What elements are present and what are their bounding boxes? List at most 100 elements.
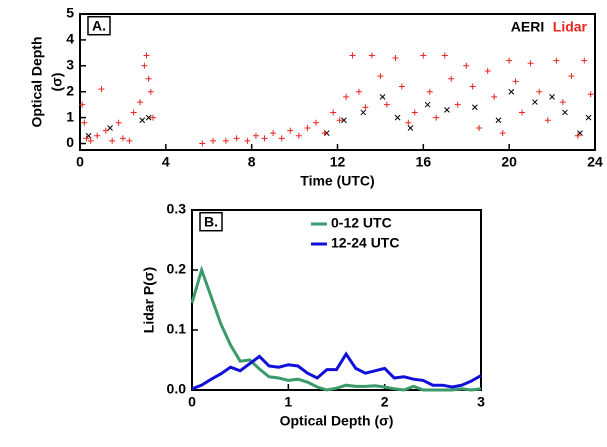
data-point	[405, 119, 412, 126]
data-point	[424, 101, 431, 108]
data-point	[448, 75, 455, 82]
y-axis-label: Optical Depth	[29, 36, 45, 127]
data-point	[549, 94, 555, 100]
data-point	[81, 119, 88, 126]
data-point	[433, 114, 440, 121]
data-point	[463, 62, 470, 69]
x-tick-label: 1	[284, 394, 292, 410]
data-point	[519, 109, 526, 116]
data-point	[330, 109, 337, 116]
data-point	[581, 57, 588, 64]
x-tick-label: 8	[248, 154, 256, 170]
data-point	[444, 106, 450, 113]
data-line	[190, 265, 482, 392]
y-axis-label: Lidar P(σ)	[141, 267, 157, 333]
data-point	[130, 109, 137, 116]
data-point	[392, 55, 399, 62]
x-tick-label: 3	[477, 394, 485, 410]
data-point	[98, 86, 105, 93]
y-tick-label: 0.3	[167, 201, 187, 217]
legend-label: 0-12 UTC	[331, 215, 392, 231]
panel-label: B.	[204, 214, 218, 230]
data-point	[411, 109, 418, 116]
data-point	[341, 117, 347, 124]
data-point	[199, 140, 206, 147]
data-line	[191, 351, 482, 391]
series-0	[85, 88, 592, 139]
data-point	[527, 60, 534, 67]
data-point	[499, 130, 506, 137]
data-point	[585, 114, 592, 121]
data-point	[313, 119, 320, 126]
data-point	[377, 73, 384, 80]
data-point	[407, 125, 414, 131]
data-point	[321, 130, 328, 137]
data-point	[109, 137, 116, 144]
data-point	[379, 94, 386, 100]
x-tick-label: 12	[330, 154, 346, 170]
data-point	[383, 101, 390, 108]
y-tick-label: 3	[66, 57, 74, 73]
data-point	[469, 83, 476, 90]
data-point	[141, 62, 148, 69]
data-point	[476, 124, 483, 131]
data-point	[119, 135, 126, 142]
data-point	[553, 57, 560, 64]
data-point	[87, 137, 94, 144]
data-point	[145, 114, 152, 121]
series-1	[79, 52, 594, 147]
data-point	[261, 135, 268, 142]
data-point	[147, 88, 154, 95]
data-point	[233, 135, 240, 142]
data-point	[559, 99, 566, 106]
x-tick-label: 2	[381, 394, 389, 410]
data-point	[362, 104, 369, 111]
y-tick-label: 4	[66, 31, 74, 47]
data-point	[484, 67, 491, 74]
data-point	[441, 52, 448, 59]
legend-label: 12-24 UTC	[331, 235, 399, 251]
x-tick-label: 16	[416, 154, 432, 170]
data-point	[149, 114, 156, 121]
data-point	[471, 104, 478, 111]
data-point	[278, 135, 285, 142]
data-point	[336, 117, 343, 124]
data-point	[343, 93, 350, 100]
data-point	[83, 135, 90, 142]
data-point	[544, 117, 551, 124]
data-point	[304, 124, 311, 131]
data-point	[398, 83, 405, 90]
x-tick-label: 24	[587, 154, 603, 170]
x-tick-label: 20	[501, 154, 517, 170]
data-point	[536, 88, 543, 95]
y-tick-label: 2	[66, 82, 74, 98]
data-point	[210, 137, 217, 144]
y-tick-label: 0.1	[167, 321, 187, 337]
panel-label-box	[199, 211, 223, 232]
data-point	[115, 119, 122, 126]
data-point	[574, 132, 581, 139]
data-point	[426, 88, 433, 95]
data-point	[368, 52, 375, 59]
data-point	[491, 93, 498, 100]
data-point	[102, 127, 109, 134]
data-point	[126, 137, 133, 144]
data-point	[532, 99, 538, 105]
data-point	[145, 75, 152, 82]
data-point	[295, 132, 302, 139]
data-point	[137, 99, 144, 106]
data-point	[79, 101, 86, 108]
data-point	[508, 88, 515, 95]
data-point	[360, 109, 367, 116]
x-axis-label: Time (UTC)	[300, 173, 374, 189]
panel-label-box	[87, 15, 111, 36]
y-tick-label: 5	[66, 5, 74, 21]
y-tick-label: 0	[66, 134, 74, 150]
data-point	[287, 127, 294, 134]
data-point	[139, 117, 146, 124]
data-point	[394, 114, 401, 121]
data-point	[222, 137, 229, 144]
x-tick-label: 4	[162, 154, 170, 170]
data-point	[143, 52, 150, 59]
